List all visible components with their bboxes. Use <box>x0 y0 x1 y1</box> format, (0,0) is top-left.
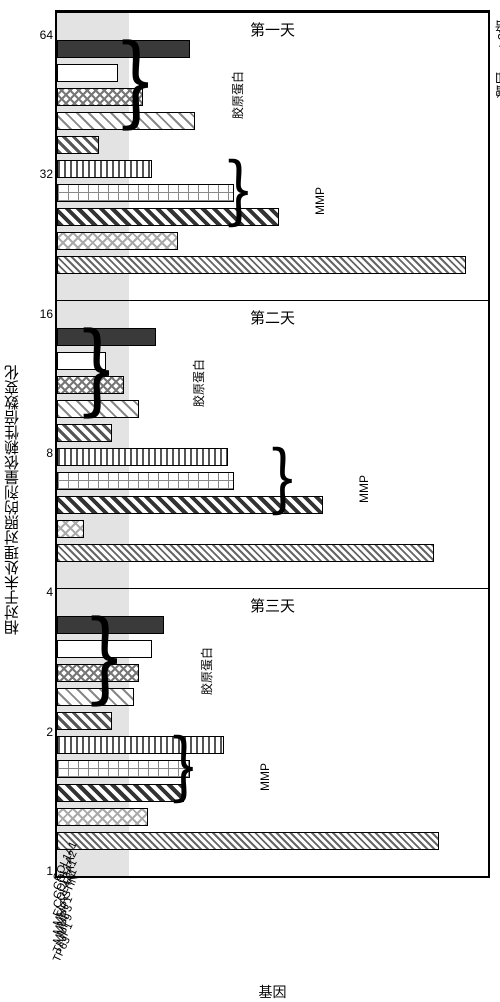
bar-MMP1 <box>57 160 152 178</box>
bar-ELASTIN <box>57 136 99 154</box>
group-label-mmp: MMP <box>357 475 371 503</box>
brace-icon: ︷ <box>168 733 240 734</box>
panel-2: 第二天胶原蛋白︷MMP︷ <box>57 300 488 588</box>
bar-COL1A2 <box>57 64 118 82</box>
brace-icon: ︷ <box>267 445 339 446</box>
bar-MMP1 <box>57 448 228 466</box>
plot-area: ≥2倍 增加 第一天胶原蛋白︷MMP︷第二天胶原蛋白︷MMP︷第三天胶原蛋白︷M… <box>55 10 490 878</box>
brace-icon: ︷ <box>115 37 211 38</box>
y-axis-title: 相对于未处理对照的剂量依赖性倍数变化 <box>0 365 29 635</box>
x-axis-labels: COL1A1COL1A2COL3A1COL4A1ELASTINMMP1MMP3M… <box>55 878 490 982</box>
threshold-label-top: ≥2倍 <box>493 20 500 47</box>
group-label-mmp: MMP <box>258 763 272 791</box>
bar-TP63 <box>57 544 434 562</box>
plot-wrap: ≥2倍 增加 第一天胶原蛋白︷MMP︷第二天胶原蛋白︷MMP︷第三天胶原蛋白︷M… <box>55 0 500 1000</box>
group-label-collagen: 胶原蛋白 <box>229 71 246 119</box>
bar-MMP3 <box>57 184 234 202</box>
panel-1: 第一天胶原蛋白︷MMP︷ <box>57 12 488 300</box>
bars-area: 胶原蛋白 ︷ MMP ︷ <box>57 589 488 876</box>
brace-icon: ︷ <box>76 325 172 326</box>
x-axis-title: 基因 <box>55 982 490 1000</box>
y-tick: 16 <box>31 307 53 321</box>
y-tick: 8 <box>31 446 53 460</box>
brace-icon: ︷ <box>223 157 295 158</box>
bar-ELASTIN <box>57 424 112 442</box>
bar-MMP3 <box>57 472 234 490</box>
threshold-label-bottom: 增加 <box>493 72 500 98</box>
y-axis-ticks: 64 32 16 8 4 2 1 <box>29 0 55 1000</box>
bars-area: 胶原蛋白 ︷ MMP ︷ <box>57 13 488 300</box>
chart-container: 相对于未处理对照的剂量依赖性倍数变化 6432168421 ≥2倍 增加 第一天… <box>0 0 500 1000</box>
y-tick: 32 <box>31 167 53 181</box>
bar-ELASTIN <box>57 712 112 730</box>
y-tick: 4 <box>31 585 53 599</box>
group-label-mmp: MMP <box>313 187 327 215</box>
bar-TIMP1 <box>57 808 148 826</box>
y-tick: 1 <box>31 864 53 878</box>
bar-TP63 <box>57 256 466 274</box>
panel-3: 第三天胶原蛋白︷MMP︷ <box>57 588 488 876</box>
bar-TIMP1 <box>57 520 84 538</box>
group-label-collagen: 胶原蛋白 <box>198 647 215 695</box>
brace-icon: ︷ <box>84 613 180 614</box>
bar-TIMP1 <box>57 232 178 250</box>
bars-area: 胶原蛋白 ︷ MMP ︷ <box>57 301 488 588</box>
group-label-collagen: 胶原蛋白 <box>190 359 207 407</box>
y-tick: 64 <box>31 28 53 42</box>
bar-TP63 <box>57 832 439 850</box>
y-tick: 2 <box>31 725 53 739</box>
